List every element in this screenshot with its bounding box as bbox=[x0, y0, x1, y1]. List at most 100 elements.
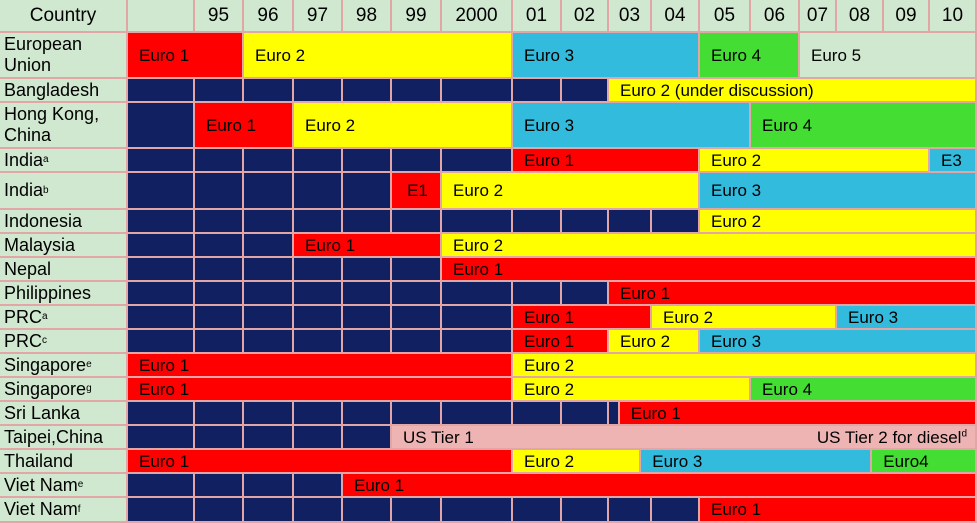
country-name: Hong Kong, China bbox=[4, 104, 100, 145]
standard-bar: Euro 2 bbox=[513, 450, 642, 474]
empty-year-cell bbox=[195, 426, 244, 450]
empty-year-cell bbox=[392, 306, 442, 330]
standard-label: Euro 5 bbox=[811, 45, 862, 65]
empty-year-cell bbox=[244, 330, 294, 354]
standard-bar: Euro 1 bbox=[700, 498, 977, 523]
empty-year-cell bbox=[244, 149, 294, 173]
header-year: 08 bbox=[837, 0, 884, 33]
standard-label: Euro 3 bbox=[848, 307, 899, 327]
country-label: European Union bbox=[0, 33, 128, 79]
empty-year-cell bbox=[128, 330, 195, 354]
empty-year-cell bbox=[294, 498, 343, 523]
standard-label: Euro 1 bbox=[524, 307, 575, 327]
standard-label: Euro 1 bbox=[139, 379, 190, 399]
header-year: 01 bbox=[513, 0, 562, 33]
standard-bar: US Tier 1 US Tier 2 for dieseld bbox=[392, 426, 977, 450]
country-name: Viet Nam bbox=[4, 474, 78, 495]
standard-label: Euro 2 bbox=[711, 211, 762, 231]
standard-bar: Euro 2 bbox=[442, 234, 977, 258]
empty-year-cell bbox=[294, 210, 343, 234]
country-name: Nepal bbox=[4, 258, 52, 279]
empty-year-cell bbox=[244, 426, 294, 450]
standard-bar: Euro 1 bbox=[619, 402, 977, 426]
empty-year-cell bbox=[294, 402, 343, 426]
standard-label: Euro 2 bbox=[453, 181, 504, 200]
header-year: 07 bbox=[800, 0, 837, 33]
empty-year-cell bbox=[128, 149, 195, 173]
empty-year-cell bbox=[392, 79, 442, 103]
empty-year-cell bbox=[442, 402, 513, 426]
empty-year-cell bbox=[343, 402, 392, 426]
empty-year-cell bbox=[609, 498, 652, 523]
empty-year-cell bbox=[562, 498, 609, 523]
empty-year-cell bbox=[195, 210, 244, 234]
empty-year-cell bbox=[294, 282, 343, 306]
country-label: Taipei,China bbox=[0, 426, 128, 450]
country-name: Malaysia bbox=[4, 234, 76, 255]
country-label: India b bbox=[0, 173, 128, 210]
empty-year-cell bbox=[128, 474, 195, 498]
empty-year-cell bbox=[343, 210, 392, 234]
empty-year-cell bbox=[562, 402, 609, 426]
standard-label: Euro 3 bbox=[524, 115, 575, 135]
empty-year-cell bbox=[513, 79, 562, 103]
empty-year-cell bbox=[128, 258, 195, 282]
empty-year-cell bbox=[343, 258, 392, 282]
header-year: 09 bbox=[884, 0, 930, 33]
country-label: Viet Nam e bbox=[0, 474, 128, 498]
standard-bar: E3 bbox=[930, 149, 977, 173]
country-name: Indonesia bbox=[4, 210, 83, 231]
empty-year-cell bbox=[294, 149, 343, 173]
standard-bar: Euro 3 bbox=[700, 330, 977, 354]
standard-label-right: US Tier 2 for dieseld bbox=[817, 428, 967, 445]
empty-year-cell bbox=[343, 306, 392, 330]
standard-label: Euro 1 bbox=[524, 331, 575, 351]
empty-year-cell bbox=[442, 498, 513, 523]
standard-label: Euro 4 bbox=[762, 379, 813, 399]
country-name: Singapore bbox=[4, 354, 87, 375]
standard-label: Euro 1 bbox=[630, 403, 681, 423]
country-label: Sri Lanka bbox=[0, 402, 128, 426]
standard-label: Euro 1 bbox=[453, 259, 504, 279]
empty-year-cell bbox=[244, 210, 294, 234]
empty-year-cell bbox=[294, 330, 343, 354]
country-label: Malaysia bbox=[0, 234, 128, 258]
empty-year-cell bbox=[343, 498, 392, 523]
empty-year-cell bbox=[609, 210, 652, 234]
empty-year-cell bbox=[392, 498, 442, 523]
empty-year-cell bbox=[195, 149, 244, 173]
standard-bar: Euro 5 bbox=[800, 33, 977, 79]
empty-year-cell bbox=[343, 79, 392, 103]
standard-label: Euro 3 bbox=[652, 451, 703, 471]
country-label: Singapore g bbox=[0, 378, 128, 402]
empty-year-cell bbox=[442, 149, 513, 173]
empty-year-cell bbox=[128, 306, 195, 330]
empty-year-cell bbox=[392, 149, 442, 173]
empty-year-cell bbox=[392, 210, 442, 234]
empty-year-cell bbox=[442, 282, 513, 306]
empty-year-cell bbox=[195, 173, 244, 210]
standard-label: Euro 2 (under discussion) bbox=[620, 80, 814, 100]
empty-year-cell bbox=[128, 402, 195, 426]
empty-year-cell bbox=[244, 474, 294, 498]
standard-label: Euro 2 bbox=[524, 451, 575, 471]
standard-label: US Tier 1 bbox=[403, 427, 474, 447]
standard-label: Euro 1 bbox=[139, 355, 190, 375]
country-label: Indonesia bbox=[0, 210, 128, 234]
country-name: Taipei,China bbox=[4, 426, 104, 447]
standard-label: Euro 1 bbox=[206, 115, 257, 135]
country-name: Viet Nam bbox=[4, 499, 78, 519]
standard-bar: Euro 1 bbox=[513, 149, 700, 173]
standard-bar: Euro 3 bbox=[700, 173, 977, 210]
standard-label: E1 bbox=[407, 181, 428, 200]
empty-year-cell bbox=[128, 234, 195, 258]
empty-year-cell bbox=[442, 79, 513, 103]
empty-year-cell bbox=[513, 498, 562, 523]
empty-year-cell bbox=[294, 474, 343, 498]
standard-bar: Euro 2 bbox=[700, 210, 977, 234]
standard-bar: Euro 3 bbox=[641, 450, 873, 474]
standard-label: Euro 1 bbox=[139, 451, 190, 471]
empty-year-cell bbox=[562, 79, 609, 103]
standard-label: Euro 2 bbox=[305, 115, 356, 135]
